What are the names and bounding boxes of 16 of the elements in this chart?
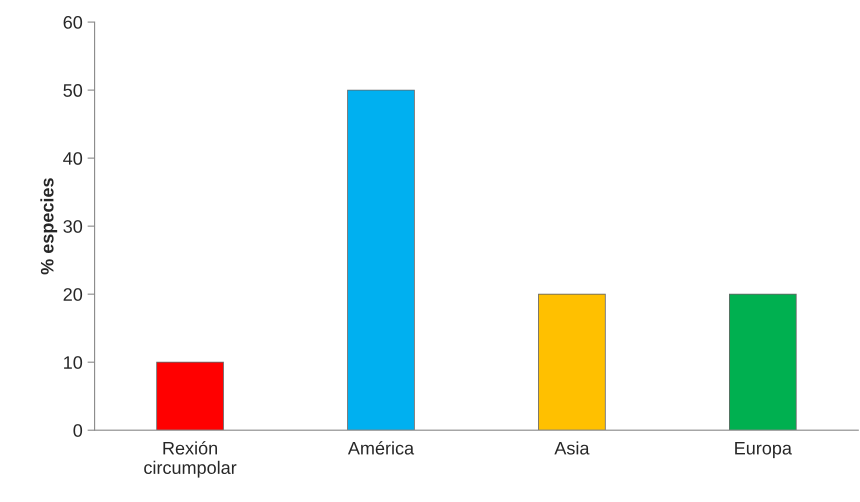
x-tick-label: América xyxy=(348,441,414,455)
bar xyxy=(728,294,797,430)
bar xyxy=(538,294,606,430)
y-tick-label: 50 xyxy=(63,84,82,97)
y-tick-label: 10 xyxy=(64,356,82,369)
bar xyxy=(156,362,224,430)
y-tick-label: 0 xyxy=(73,424,82,437)
bar xyxy=(347,90,415,430)
y-axis-title: % especies xyxy=(40,178,58,274)
y-tick-label: 30 xyxy=(63,220,82,233)
y-tick-label: 60 xyxy=(64,16,82,29)
x-tick-label: Europa xyxy=(735,442,792,458)
x-tick-label: Asia xyxy=(554,441,590,455)
y-tick-label: 20 xyxy=(64,288,82,301)
y-tick-label: 40 xyxy=(63,152,82,165)
x-tick-label: Rexión circumpolar xyxy=(144,441,236,478)
